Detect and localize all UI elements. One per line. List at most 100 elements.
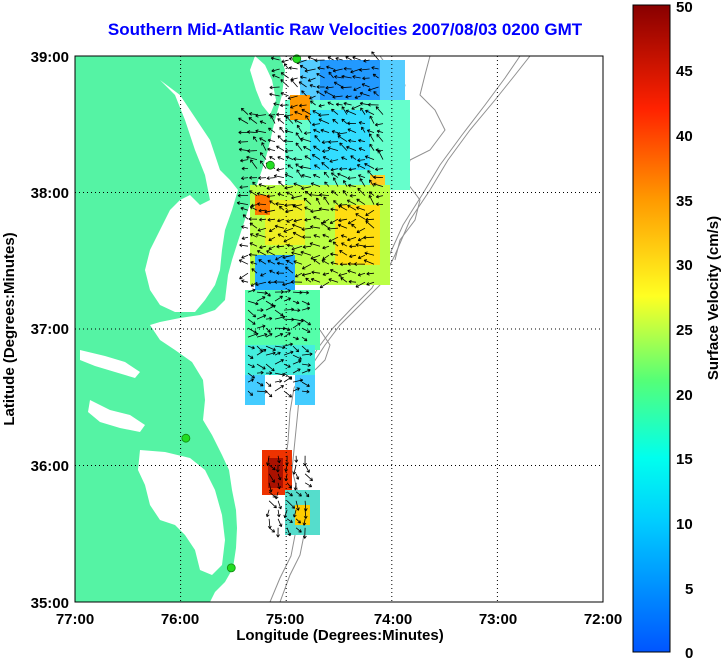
velocity-arrow	[271, 68, 280, 73]
velocity-arrow	[267, 217, 276, 222]
velocity-arrow	[264, 209, 276, 214]
velocity-arrow	[303, 509, 308, 519]
velocity-arrow	[302, 527, 307, 539]
velocity-arrow	[274, 290, 284, 294]
velocity-arrow	[346, 145, 357, 151]
velocity-arrow	[277, 473, 282, 481]
velocity-arrow	[286, 243, 294, 248]
velocity-arrow	[283, 332, 291, 338]
velocity-arrow	[361, 83, 370, 88]
velocity-arrow	[369, 133, 375, 142]
velocity-arrow	[249, 233, 258, 238]
velocity-arrow	[265, 333, 273, 338]
velocity-arrow	[320, 222, 330, 229]
velocity-arrow	[256, 250, 267, 256]
velocity-arrow	[248, 117, 258, 124]
velocity-arrow	[286, 482, 292, 489]
velocity-arrow	[355, 213, 366, 220]
velocity-arrow	[300, 165, 312, 169]
velocity-arrow	[247, 354, 254, 359]
velocity-arrow	[347, 236, 357, 242]
velocity-arrow	[265, 327, 271, 333]
velocity-arrow	[356, 227, 366, 234]
velocity-arrow	[296, 169, 303, 178]
velocity-arrow	[255, 129, 267, 133]
velocity-arrow	[265, 304, 276, 311]
river-inlet	[88, 400, 145, 432]
velocity-arrow	[284, 149, 294, 153]
velocity-arrow	[266, 176, 276, 181]
velocity-arrow	[327, 226, 339, 231]
velocity-arrow	[298, 81, 307, 88]
velocity-arrow	[356, 206, 366, 211]
velocity-arrow	[353, 86, 361, 91]
velocity-arrow	[349, 254, 357, 258]
velocity-arrow	[301, 90, 307, 97]
velocity-arrow	[347, 204, 357, 211]
velocity-arrow	[240, 107, 249, 115]
velocity-arrow	[349, 244, 357, 249]
velocity-arrow	[266, 250, 276, 256]
velocity-arrow	[305, 277, 312, 283]
velocity-arrow	[257, 308, 264, 312]
velocity-arrow	[318, 118, 330, 124]
velocity-arrow	[292, 354, 302, 360]
velocity-arrow	[312, 110, 321, 115]
velocity-arrow	[301, 173, 312, 178]
y-tick-label: 37:00	[31, 321, 69, 338]
velocity-arrow	[313, 234, 321, 238]
velocity-arrow	[375, 194, 384, 199]
velocity-arrow	[301, 352, 313, 357]
velocity-arrow	[268, 527, 276, 533]
velocity-arrow	[268, 236, 276, 242]
velocity-arrow	[304, 464, 310, 473]
velocity-arrow	[256, 349, 267, 356]
velocity-arrow	[277, 233, 285, 238]
velocity-arrow	[265, 316, 273, 321]
velocity-arrow	[292, 231, 303, 238]
velocity-arrow	[277, 500, 282, 510]
velocity-arrow	[241, 236, 249, 240]
velocity-arrow	[268, 464, 276, 471]
velocity-arrow	[284, 129, 294, 134]
velocity-arrow	[283, 376, 293, 383]
velocity-arrow	[283, 63, 289, 70]
velocity-arrow	[314, 58, 325, 63]
velocity-arrow	[249, 222, 258, 229]
radar-station-marker	[265, 160, 275, 170]
velocity-arrow	[320, 128, 330, 133]
velocity-arrow	[303, 146, 312, 151]
velocity-arrow	[268, 227, 276, 232]
velocity-arrow	[337, 223, 348, 229]
velocity-arrow	[322, 233, 330, 238]
velocity-arrow	[295, 527, 302, 533]
x-axis: 77:00 76:00 75:00 74:00 73:00 72:00 Long…	[56, 611, 622, 644]
velocity-arrow	[283, 297, 292, 302]
velocity-arrow	[369, 143, 375, 151]
velocity-arrow	[331, 108, 339, 115]
velocity-arrow	[310, 277, 321, 283]
velocity-arrow	[280, 79, 289, 88]
velocity-arrow	[352, 75, 361, 79]
velocity-arrow	[274, 379, 283, 384]
velocity-arrow	[313, 145, 321, 151]
velocity-arrow	[366, 271, 375, 276]
velocity-arrow	[247, 149, 258, 153]
velocity-arrow	[364, 155, 375, 160]
velocity-arrow	[247, 345, 255, 350]
velocity-arrow	[334, 75, 343, 79]
colorbar-tick-label: 40	[676, 128, 693, 145]
velocity-arrow	[274, 345, 286, 350]
velocity-arrow	[252, 181, 258, 187]
velocity-arrow	[332, 95, 343, 99]
velocity-arrow	[326, 65, 334, 70]
velocity-arrow	[363, 244, 375, 249]
velocity-arrow	[357, 174, 366, 178]
velocity-arrow	[321, 162, 330, 169]
velocity-arrow	[255, 281, 267, 287]
velocity-arrow	[298, 103, 307, 108]
velocity-arrow	[286, 491, 293, 497]
velocity-arrow	[286, 518, 293, 523]
x-tick-label: 74:00	[374, 611, 412, 628]
velocity-arrow	[283, 227, 294, 233]
